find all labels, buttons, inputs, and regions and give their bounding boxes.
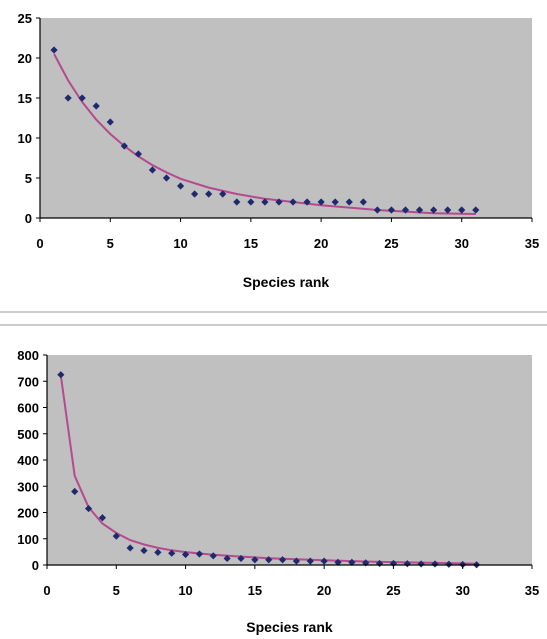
data-point <box>98 514 107 522</box>
data-point <box>292 557 301 565</box>
x-tick-label: 15 <box>248 583 262 598</box>
data-point <box>209 552 217 560</box>
data-point <box>415 206 424 214</box>
data-point <box>334 558 342 566</box>
x-tick-label: 10 <box>178 583 192 598</box>
data-point <box>261 198 269 206</box>
y-tick-label: 10 <box>18 131 32 146</box>
y-tick-label: 600 <box>17 401 39 416</box>
data-point <box>140 546 148 555</box>
data-point <box>71 487 79 496</box>
data-point <box>237 554 245 563</box>
data-point <box>106 118 114 126</box>
x-tick-label: 20 <box>314 236 328 251</box>
data-point <box>278 556 287 564</box>
y-tick-label: 300 <box>17 479 39 494</box>
y-tick-label: 20 <box>18 51 32 66</box>
chart-top: 0 5 10 15 20 25 30 35 0 5 10 15 20 25 Species rank <box>18 11 540 290</box>
data-point <box>233 198 241 206</box>
plot-area-top <box>40 18 532 218</box>
data-point <box>251 556 259 564</box>
x-tick-label: 25 <box>384 236 398 251</box>
data-point <box>112 532 120 540</box>
data-point <box>417 560 425 568</box>
x-tick-label: 35 <box>525 236 539 251</box>
data-point <box>431 560 439 568</box>
data-point <box>176 182 185 190</box>
y-tick-label: 0 <box>25 211 32 226</box>
data-point <box>317 198 325 206</box>
x-axis-label-bottom: Species rank <box>246 619 333 635</box>
data-point <box>289 198 297 206</box>
data-point <box>168 549 176 557</box>
data-point <box>78 94 86 102</box>
chart-bottom: 0 5 10 15 20 25 30 35 0 100 200 300 400 500 600 700 800… <box>17 348 539 635</box>
y-tick-label: 400 <box>17 453 39 468</box>
data-point <box>126 544 134 552</box>
data-point <box>148 166 157 174</box>
y-tick-label: 25 <box>18 11 32 26</box>
x-tick-label: 0 <box>36 236 43 251</box>
data-point <box>275 198 283 206</box>
data-point <box>154 548 162 556</box>
data-point <box>303 198 311 206</box>
x-tick-label: 30 <box>454 236 468 251</box>
data-point <box>320 557 328 565</box>
data-point <box>92 102 100 110</box>
x-axis-label-top: Species rank <box>243 274 330 290</box>
data-point <box>191 190 199 198</box>
data-point <box>387 206 396 214</box>
x-tick-label: 15 <box>244 236 258 251</box>
data-point <box>205 190 213 198</box>
x-tick-label: 25 <box>386 583 400 598</box>
data-point <box>444 206 452 214</box>
y-tick-label: 500 <box>17 427 39 442</box>
data-point <box>162 174 171 182</box>
y-tick-label: 200 <box>17 506 39 521</box>
y-tick-label: 15 <box>18 91 32 106</box>
y-tick-label: 5 <box>25 171 32 186</box>
data-point <box>195 550 204 558</box>
x-tick-label: 20 <box>317 583 331 598</box>
data-point <box>445 560 453 568</box>
data-point <box>219 190 227 198</box>
x-tick-label: 10 <box>173 236 187 251</box>
data-point <box>223 554 231 563</box>
data-point <box>247 198 255 206</box>
data-point <box>64 94 72 102</box>
data-point <box>331 198 339 206</box>
data-point <box>401 206 410 214</box>
data-point <box>359 198 367 206</box>
data-point <box>389 559 398 568</box>
y-tick-label: 700 <box>17 374 39 389</box>
x-tick-label: 30 <box>455 583 469 598</box>
data-point <box>181 550 190 559</box>
y-tick-label: 100 <box>17 532 39 547</box>
fit-curve <box>53 53 476 215</box>
data-point <box>472 206 480 214</box>
plot-area-bottom <box>47 355 532 565</box>
data-point <box>373 206 381 214</box>
x-tick-label: 5 <box>113 583 120 598</box>
data-point <box>375 559 384 568</box>
x-tick-label: 0 <box>43 583 50 598</box>
data-point <box>348 558 356 566</box>
data-point <box>134 150 142 158</box>
x-tick-label: 35 <box>525 583 539 598</box>
data-point <box>306 557 314 565</box>
y-tick-label: 800 <box>17 348 39 363</box>
data-point <box>458 206 466 214</box>
data-point <box>57 371 65 379</box>
data-point <box>120 142 128 150</box>
data-point <box>430 206 438 214</box>
data-point <box>345 198 353 206</box>
x-tick-label: 5 <box>107 236 114 251</box>
data-point <box>265 556 273 564</box>
data-point <box>50 46 58 54</box>
data-point <box>84 504 93 513</box>
y-tick-label: 0 <box>32 558 39 573</box>
